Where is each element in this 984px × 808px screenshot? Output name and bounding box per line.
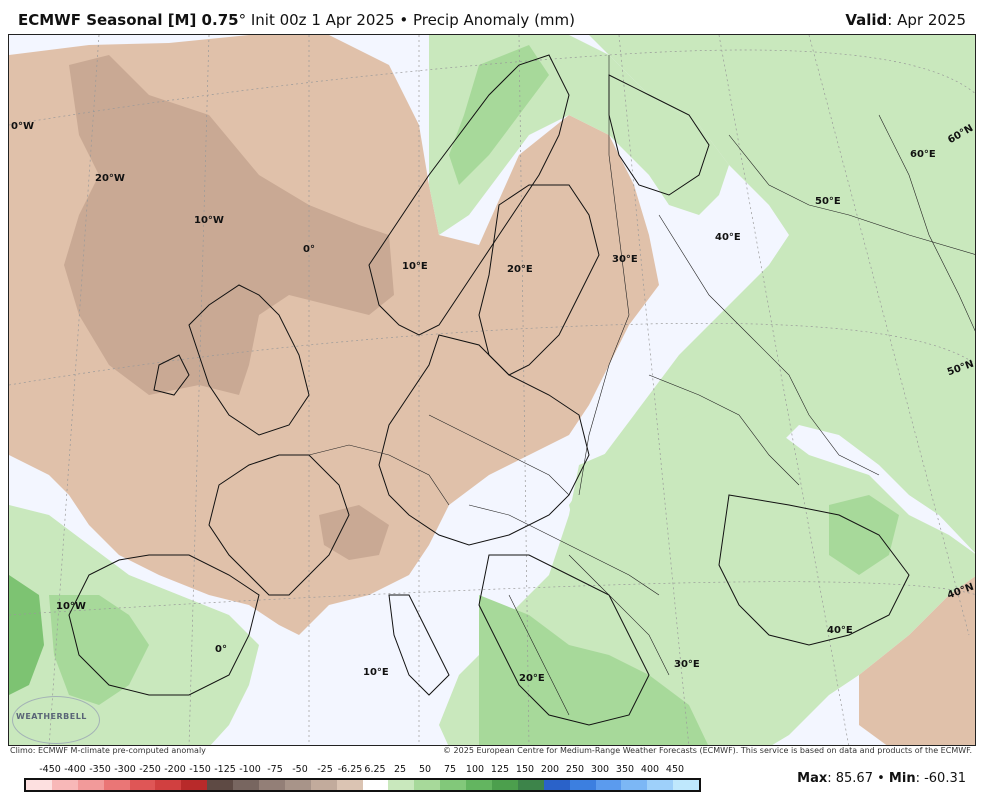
colorbar-swatch: [388, 780, 415, 790]
colorbar-swatch: [155, 780, 182, 790]
colorbar-tick-label: 25: [393, 764, 407, 775]
lon-label-40e-n: 40°E: [715, 232, 741, 243]
lon-label-10e-s: 10°E: [363, 667, 389, 678]
colorbar-tick-label: -100: [239, 764, 261, 775]
colorbar-tick-label: -150: [189, 764, 211, 775]
colorbar-swatch: [181, 780, 208, 790]
lon-label-10w: 10°W: [194, 215, 224, 226]
colorbar-swatch: [51, 780, 78, 790]
wet-anomaly-caucasus: [829, 495, 899, 575]
colorbar: [24, 778, 701, 792]
colorbar-tick-label: 125: [490, 764, 510, 775]
colorbar-tick-label: -250: [139, 764, 161, 775]
colorbar-tick-label: 350: [615, 764, 635, 775]
lon-label-60e: 60°E: [910, 149, 936, 160]
lon-label-20w: 20°W: [95, 173, 125, 184]
lon-label-20e-s: 20°E: [519, 673, 545, 684]
lon-label-40e-s: 40°E: [827, 625, 853, 636]
colorbar-swatch: [310, 780, 337, 790]
map-title: ECMWF Seasonal [M] 0.75° Init 00z 1 Apr …: [18, 11, 575, 29]
wet-anomaly-balkans: [479, 595, 709, 745]
lon-label-0w-top: 0°W: [11, 121, 34, 132]
lon-label-0: 0°: [303, 244, 315, 255]
colorbar-swatch: [595, 780, 622, 790]
colorbar-tick-label: 250: [565, 764, 585, 775]
colorbar-swatch: [259, 780, 285, 790]
colorbar-swatch: [362, 780, 389, 790]
lon-label-10e-n: 10°E: [402, 261, 428, 272]
colorbar-swatch: [284, 780, 311, 790]
colorbar-swatch: [440, 780, 467, 790]
colorbar-tick-label: -200: [164, 764, 186, 775]
graticule: [9, 35, 975, 745]
lon-label-30e-s: 30°E: [674, 659, 700, 670]
colorbar-tick-label: -125: [214, 764, 236, 775]
max-min-readout: Max: 85.67 • Min: -60.31: [797, 771, 966, 786]
country-borders: [308, 55, 975, 716]
colorbar-tick-label: 450: [665, 764, 685, 775]
coastlines: [68, 54, 910, 726]
colorbar-tick-label: 6.25: [364, 764, 386, 775]
colorbar-tick-label: -350: [89, 764, 111, 775]
colorbar-swatch: [233, 780, 260, 790]
map-panel: 0°W 20°W 10°W 0° 10°E 20°E 30°E 40°E 50°…: [8, 34, 976, 746]
dry-anomaly-patch: [319, 505, 389, 560]
weatherbell-logo-text: WEATHERBELL: [16, 712, 87, 721]
colorbar-tick-label: -25: [317, 764, 333, 775]
colorbar-swatch: [103, 780, 130, 790]
climo-note: Climo: ECMWF M-climate pre-computed anom…: [10, 746, 206, 755]
colorbar-tick-label: 300: [590, 764, 610, 775]
wet-anomaly-russia: [569, 35, 975, 553]
wet-anomaly-iberia-dark: [9, 575, 44, 695]
colorbar-swatch: [673, 780, 700, 790]
colorbar-swatch: [207, 780, 234, 790]
colorbar-tick-label: -75: [267, 764, 283, 775]
colorbar-ticks: -450 -400 -350 -300 -250 -200 -150 -125 -100 -75-…: [24, 764, 701, 778]
colorbar-tick-label: 75: [443, 764, 457, 775]
colorbar-swatch: [414, 780, 441, 790]
colorbar-tick-label: 200: [540, 764, 560, 775]
colorbar-swatch: [647, 780, 674, 790]
colorbar-swatch: [621, 780, 648, 790]
lon-label-10w-s: 10°W: [56, 601, 86, 612]
colorbar-swatch: [569, 780, 596, 790]
colorbar-swatch: [336, 780, 363, 790]
colorbar-tick-label: 50: [418, 764, 432, 775]
colorbar-tick-label: -6.25: [337, 764, 363, 775]
colorbar-tick-label: -400: [64, 764, 86, 775]
lon-label-50e: 50°E: [815, 196, 841, 207]
lon-label-0-s: 0°: [215, 644, 227, 655]
dry-anomaly-caspian: [859, 576, 975, 745]
colorbar-swatch: [77, 780, 104, 790]
colorbar-tick-label: -50: [292, 764, 308, 775]
copyright-note: © 2025 European Centre for Medium-Range …: [443, 746, 972, 755]
lon-label-20e-n: 20°E: [507, 264, 533, 275]
colorbar-tick-label: 400: [640, 764, 660, 775]
colorbar-tick-label: -300: [114, 764, 136, 775]
colorbar-tick-label: -450: [39, 764, 61, 775]
colorbar-tick-label: 150: [515, 764, 535, 775]
colorbar-swatch: [543, 780, 570, 790]
wet-anomaly-iberia-mid: [49, 595, 149, 705]
colorbar-swatch: [466, 780, 493, 790]
wet-anomaly-norway-dark: [449, 45, 549, 185]
valid-date: Valid: Apr 2025: [845, 11, 966, 29]
colorbar-swatch: [129, 780, 156, 790]
colorbar-swatch: [517, 780, 544, 790]
weatherbell-logo: [12, 696, 100, 744]
colorbar-swatch: [26, 780, 52, 790]
colorbar-swatch: [492, 780, 518, 790]
dry-anomaly-core: [64, 55, 394, 395]
colorbar-tick-label: 100: [465, 764, 485, 775]
header: ECMWF Seasonal [M] 0.75° Init 00z 1 Apr …: [0, 0, 984, 34]
precip-anomaly-map: [9, 35, 975, 745]
lon-label-30e-n: 30°E: [612, 254, 638, 265]
